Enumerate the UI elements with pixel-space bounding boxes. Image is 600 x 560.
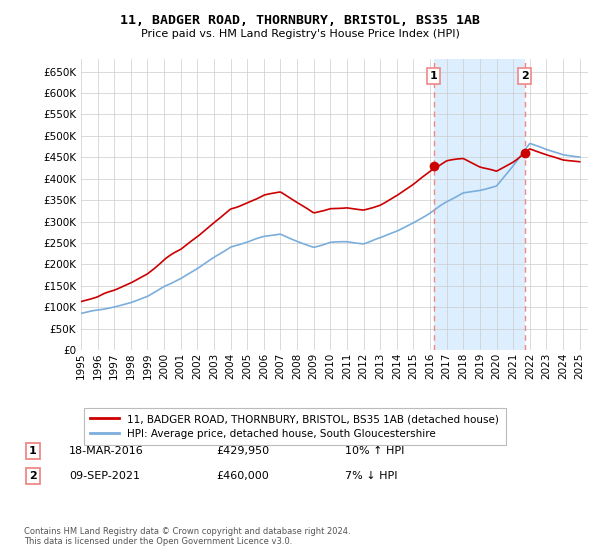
Text: 1: 1	[29, 446, 37, 456]
Text: Contains HM Land Registry data © Crown copyright and database right 2024.
This d: Contains HM Land Registry data © Crown c…	[24, 526, 350, 546]
Text: 11, BADGER ROAD, THORNBURY, BRISTOL, BS35 1AB: 11, BADGER ROAD, THORNBURY, BRISTOL, BS3…	[120, 14, 480, 27]
Bar	[434, 59, 524, 350]
Text: £429,950: £429,950	[216, 446, 269, 456]
Text: 18-MAR-2016: 18-MAR-2016	[69, 446, 144, 456]
Legend: 11, BADGER ROAD, THORNBURY, BRISTOL, BS35 1AB (detached house), HPI: Average pri: 11, BADGER ROAD, THORNBURY, BRISTOL, BS3…	[83, 408, 506, 445]
Text: 10% ↑ HPI: 10% ↑ HPI	[345, 446, 404, 456]
Text: 7% ↓ HPI: 7% ↓ HPI	[345, 471, 398, 481]
Text: £460,000: £460,000	[216, 471, 269, 481]
Text: 2: 2	[29, 471, 37, 481]
Text: 09-SEP-2021: 09-SEP-2021	[69, 471, 140, 481]
Text: 1: 1	[430, 71, 437, 81]
Text: Price paid vs. HM Land Registry's House Price Index (HPI): Price paid vs. HM Land Registry's House …	[140, 29, 460, 39]
Text: 2: 2	[521, 71, 529, 81]
